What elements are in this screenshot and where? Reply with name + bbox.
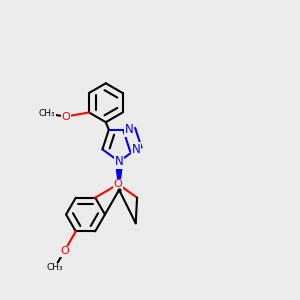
Text: O: O [61,112,70,122]
Text: CH₃: CH₃ [39,109,56,118]
Text: O: O [60,246,69,256]
Text: O: O [114,179,122,189]
Text: N: N [131,143,140,156]
Text: N: N [115,155,124,168]
Polygon shape [116,161,123,190]
Text: N: N [125,123,134,136]
Text: CH₃: CH₃ [46,263,63,272]
